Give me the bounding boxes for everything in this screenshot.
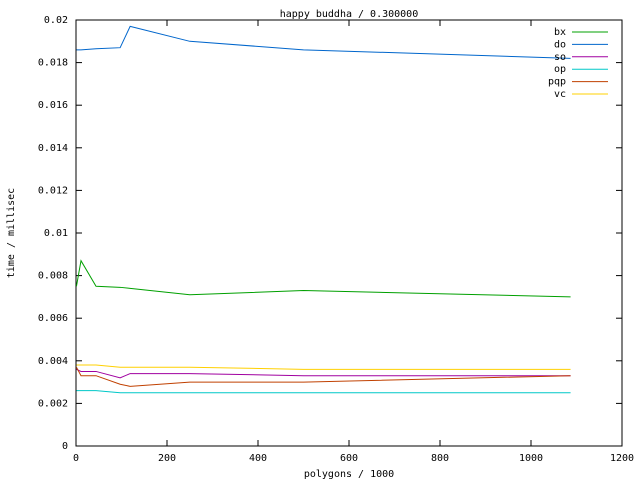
chart-title: happy buddha / 0.300000	[280, 9, 418, 20]
series-line	[76, 366, 571, 387]
x-tick-label: 200	[158, 453, 176, 464]
y-tick-label: 0.008	[38, 271, 68, 282]
x-tick-label: 600	[340, 453, 358, 464]
y-tick-label: 0.012	[38, 185, 68, 196]
y-tick-label: 0.014	[38, 143, 68, 154]
x-tick-label: 1000	[519, 453, 543, 464]
x-axis-label: polygons / 1000	[304, 469, 394, 480]
y-tick-label: 0.004	[38, 356, 68, 367]
x-tick-label: 1200	[610, 453, 634, 464]
y-tick-label: 0.02	[44, 15, 68, 26]
series-line	[76, 390, 571, 394]
legend-label: pqp	[548, 77, 566, 88]
series-line	[76, 368, 571, 379]
y-tick-label: 0	[62, 441, 68, 452]
y-tick-label: 0.016	[38, 100, 68, 111]
y-axis-label: time / millisec	[6, 188, 17, 278]
series-line	[76, 364, 571, 370]
legend-label: bx	[554, 27, 566, 38]
x-tick-label: 400	[249, 453, 267, 464]
y-tick-label: 0.01	[44, 228, 68, 239]
legend-label: op	[554, 64, 566, 75]
legend-label: do	[554, 39, 566, 50]
series-line	[75, 259, 571, 298]
series-line	[76, 25, 571, 59]
y-tick-label: 0.018	[38, 58, 68, 69]
plot-frame	[75, 19, 623, 447]
y-tick-label: 0.006	[38, 313, 68, 324]
legend-label: vc	[554, 89, 566, 100]
legend-label: so	[554, 52, 566, 63]
x-tick-label: 0	[73, 453, 79, 464]
y-tick-label: 0.002	[38, 398, 68, 409]
x-tick-label: 800	[431, 453, 449, 464]
